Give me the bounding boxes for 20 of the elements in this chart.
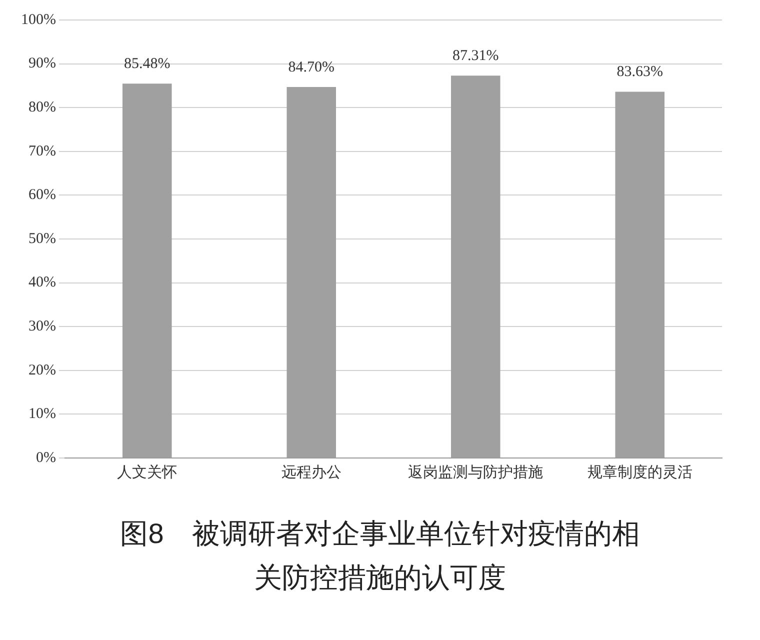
x-tick-label: 远程办公 — [281, 464, 342, 482]
data-label: 85.48% — [124, 56, 170, 72]
y-tick-label: 50% — [28, 230, 56, 247]
data-label: 84.70% — [288, 59, 334, 76]
y-tick-label: 40% — [28, 274, 56, 291]
y-tick-label: 20% — [28, 362, 56, 378]
y-tick-label: 30% — [28, 318, 56, 335]
text: 图8 被调研者对企事业单位针对疫情的相关防控措施的认可度 — [119, 517, 641, 595]
x-tick-label: 人文关怀 — [117, 464, 178, 482]
data-label: 87.31% — [452, 48, 499, 64]
y-tick-label: 100% — [20, 12, 56, 28]
y-tick-label: 80% — [28, 100, 56, 116]
x-tick-label: 返岗监测与防护措施 — [408, 464, 544, 482]
data-label: 83.63% — [616, 64, 663, 80]
x-tick-label: 规章制度的灵活 — [587, 464, 692, 482]
y-tick-label: 90% — [28, 56, 56, 72]
y-tick-label: 70% — [28, 143, 56, 160]
y-tick-label: 60% — [28, 187, 56, 204]
y-tick-label: 10% — [28, 406, 56, 422]
y-tick-label: 0% — [36, 450, 56, 466]
